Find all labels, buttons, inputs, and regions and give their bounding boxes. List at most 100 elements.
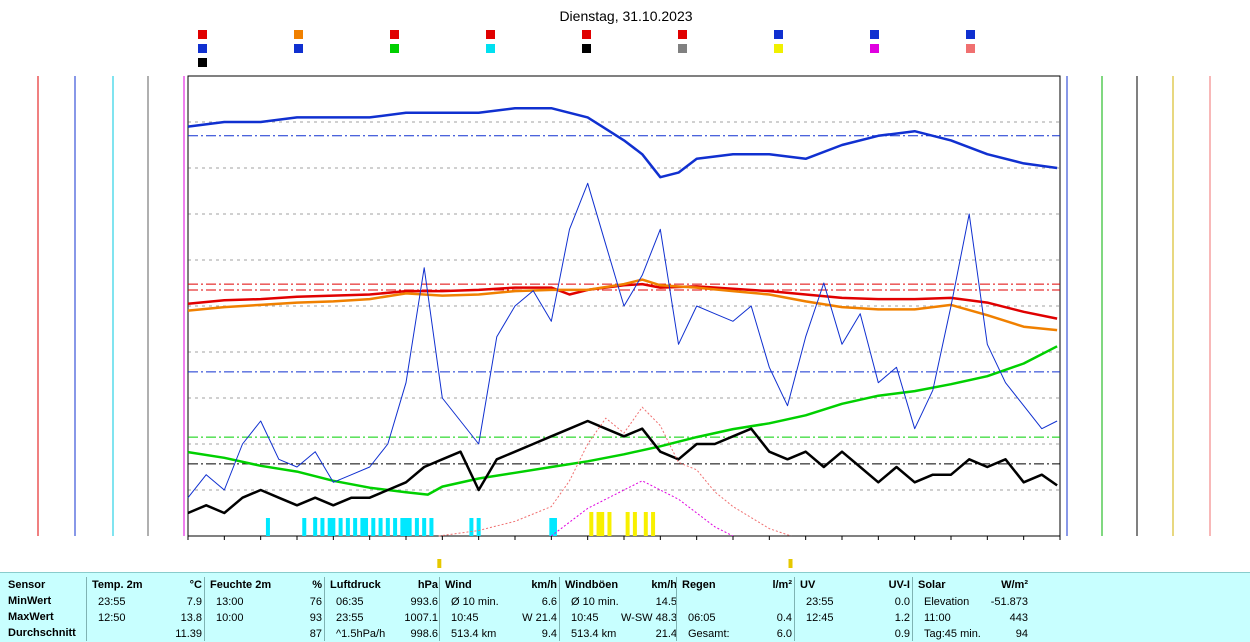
stats-col-unit: W/m²	[1001, 579, 1028, 591]
stats-col-title: Luftdruck	[330, 579, 381, 591]
stats-col-unit: %	[312, 579, 322, 591]
series-line-temp-5cm-	[187, 278, 1058, 332]
sun-marker	[788, 559, 793, 568]
stats-cell-value: 13.8	[180, 612, 202, 624]
sunshine-bar	[596, 512, 601, 536]
series-lines	[187, 106, 1058, 537]
legend-swatch	[486, 44, 495, 53]
legend-swatch	[390, 30, 399, 39]
bar-marks	[265, 512, 656, 536]
stats-cell-value: 6.0	[776, 628, 792, 640]
stats-cell-value: 94	[1015, 628, 1028, 640]
stats-cell-label: 10:45	[451, 612, 479, 624]
stats-divider	[86, 577, 87, 641]
series-line-feuchte-2m-	[187, 106, 1058, 179]
stats-cell-value: 21.4	[655, 628, 677, 640]
rain-bar	[549, 518, 554, 536]
stats-cell-value: -51.873	[990, 596, 1028, 608]
stats-cell-value: 1007.1	[404, 612, 438, 624]
stats-cell-label: 23:55	[336, 612, 364, 624]
rain-bar	[265, 518, 270, 536]
rain-bar	[331, 518, 336, 536]
stats-cell-label: 513.4 km	[451, 628, 497, 640]
legend-swatch	[870, 44, 879, 53]
legend-swatch	[774, 30, 783, 39]
sunshine-bar	[600, 512, 605, 536]
stats-row-label: MinWert	[8, 595, 52, 607]
series-line-wind	[187, 419, 1058, 515]
stats-col-title: Temp. 2m	[92, 579, 143, 591]
stats-divider	[912, 577, 913, 641]
legend-swatch	[486, 30, 495, 39]
stats-col-title: Windböen	[565, 579, 619, 591]
legend-swatch	[294, 44, 303, 53]
stats-cell-value: W-SW 48.3	[620, 612, 677, 624]
rain-bar	[393, 518, 398, 536]
legend-swatch	[966, 44, 975, 53]
rain-bar	[353, 518, 358, 536]
stats-cell-label: Ø 10 min.	[451, 596, 499, 608]
stats-cell-value: 998.6	[410, 628, 438, 640]
legend-swatch	[966, 30, 975, 39]
legend-swatch	[198, 30, 207, 39]
rain-bar	[378, 518, 383, 536]
stats-panel: Sensor MinWert MaxWert Durchschnitt Temp. 2m…	[0, 572, 1250, 642]
sunshine-bar	[643, 512, 648, 536]
stats-cell-label: 13:00	[216, 596, 244, 608]
stats-cell-value: 443	[1009, 612, 1028, 624]
stats-cell-value: 87	[309, 628, 322, 640]
chart-legend	[198, 30, 975, 67]
stats-row-label: Durchschnitt	[8, 627, 76, 639]
rain-bar	[429, 518, 434, 536]
stats-col-unit: km/h	[531, 579, 557, 591]
stats-col-title: UV	[800, 579, 816, 591]
rain-bar	[345, 518, 350, 536]
legend-swatch	[294, 30, 303, 39]
rain-bar	[327, 518, 332, 536]
stats-col-unit: °C	[189, 579, 202, 591]
rain-bar	[400, 518, 405, 536]
sunshine-bar	[625, 512, 630, 536]
legend-swatch	[870, 30, 879, 39]
weather-chart: Dienstag, 31.10.2023	[37, 8, 1211, 568]
legend-swatch	[582, 44, 591, 53]
stats-divider	[204, 577, 205, 641]
stats-cell-value: 7.9	[186, 596, 202, 608]
rain-bar	[552, 518, 557, 536]
stats-divider	[559, 577, 560, 641]
stats-cell-label: Tag:45 min.	[924, 628, 981, 640]
rain-bar	[404, 518, 408, 536]
rain-bar	[338, 518, 343, 536]
chart-title: Dienstag, 31.10.2023	[559, 8, 692, 24]
stats-cell-value: 993.6	[410, 596, 438, 608]
stats-row-label: MaxWert	[8, 611, 54, 623]
stats-cell-value: 0.0	[894, 596, 910, 608]
stats-cell-value: 6.6	[541, 596, 557, 608]
legend-swatch	[390, 44, 399, 53]
stats-cell-label: 12:45	[806, 612, 834, 624]
stats-cell-label: Gesamt:	[688, 628, 730, 640]
stats-cell-value: 93	[309, 612, 322, 624]
stats-col-title: Solar	[918, 579, 946, 591]
stats-divider	[324, 577, 325, 641]
stats-col-title: Regen	[682, 579, 716, 591]
stats-cell-value: 1.2	[894, 612, 910, 624]
rain-bar	[313, 518, 318, 536]
stats-cell-label: 12:50	[98, 612, 126, 624]
stats-cell-label: 23:55	[98, 596, 126, 608]
stats-cell-value: 11.39	[175, 628, 202, 640]
stats-cell-label: 06:05	[688, 612, 716, 624]
stats-cell-value: 0.9	[894, 628, 910, 640]
stats-col-unit: km/h	[651, 579, 677, 591]
stats-cell-value: 0.4	[776, 612, 792, 624]
stats-row-label: Sensor	[8, 579, 46, 591]
stats-cell-label: 10:45	[571, 612, 599, 624]
x-axis-labels	[187, 536, 1061, 568]
legend-swatch	[678, 44, 687, 53]
legend-swatch	[582, 30, 591, 39]
rain-bar	[385, 518, 390, 536]
stats-cell-value: 76	[309, 596, 322, 608]
rain-bar	[360, 518, 365, 536]
rain-bar	[469, 518, 474, 536]
rain-bar	[422, 518, 427, 536]
